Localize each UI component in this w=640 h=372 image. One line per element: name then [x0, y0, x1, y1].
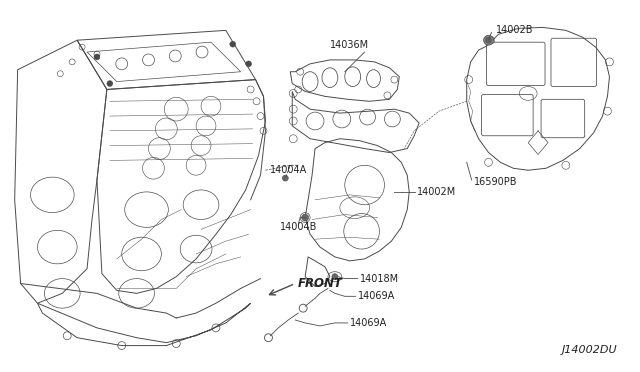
Circle shape: [484, 35, 493, 45]
Text: FRONT: FRONT: [298, 277, 343, 290]
Text: 14069A: 14069A: [349, 318, 387, 328]
Circle shape: [486, 37, 492, 43]
Text: 16590PB: 16590PB: [474, 177, 517, 187]
Circle shape: [107, 81, 113, 87]
Text: 14002B: 14002B: [495, 25, 533, 35]
Circle shape: [301, 214, 308, 221]
Circle shape: [230, 41, 236, 47]
Circle shape: [246, 61, 252, 67]
Text: J14002DU: J14002DU: [562, 346, 618, 355]
Text: 14036M: 14036M: [330, 40, 369, 50]
Text: 14018M: 14018M: [360, 273, 399, 283]
Circle shape: [332, 274, 338, 280]
Circle shape: [282, 175, 288, 181]
Text: 14069A: 14069A: [358, 291, 395, 301]
Text: 14002M: 14002M: [417, 187, 456, 197]
Text: 14004B: 14004B: [280, 222, 317, 232]
Circle shape: [94, 54, 100, 60]
Text: 14004A: 14004A: [271, 165, 308, 175]
